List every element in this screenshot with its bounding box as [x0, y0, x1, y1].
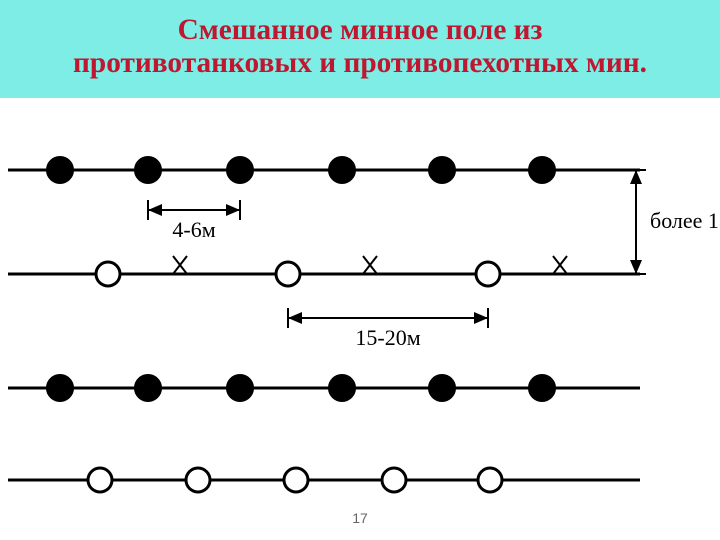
- svg-text:4-6м: 4-6м: [172, 217, 215, 242]
- slide: Смешанное минное поле из противотанковых…: [0, 0, 720, 540]
- svg-text:более 13м: более 13м: [650, 208, 720, 233]
- minefield-diagram: 4-6м 15-20м более 13м: [0, 128, 720, 516]
- page-number: 17: [0, 510, 720, 526]
- title-band: Смешанное минное поле из противотанковых…: [0, 0, 720, 98]
- slide-title: Смешанное минное поле из противотанковых…: [10, 14, 710, 80]
- svg-text:15-20м: 15-20м: [355, 325, 420, 350]
